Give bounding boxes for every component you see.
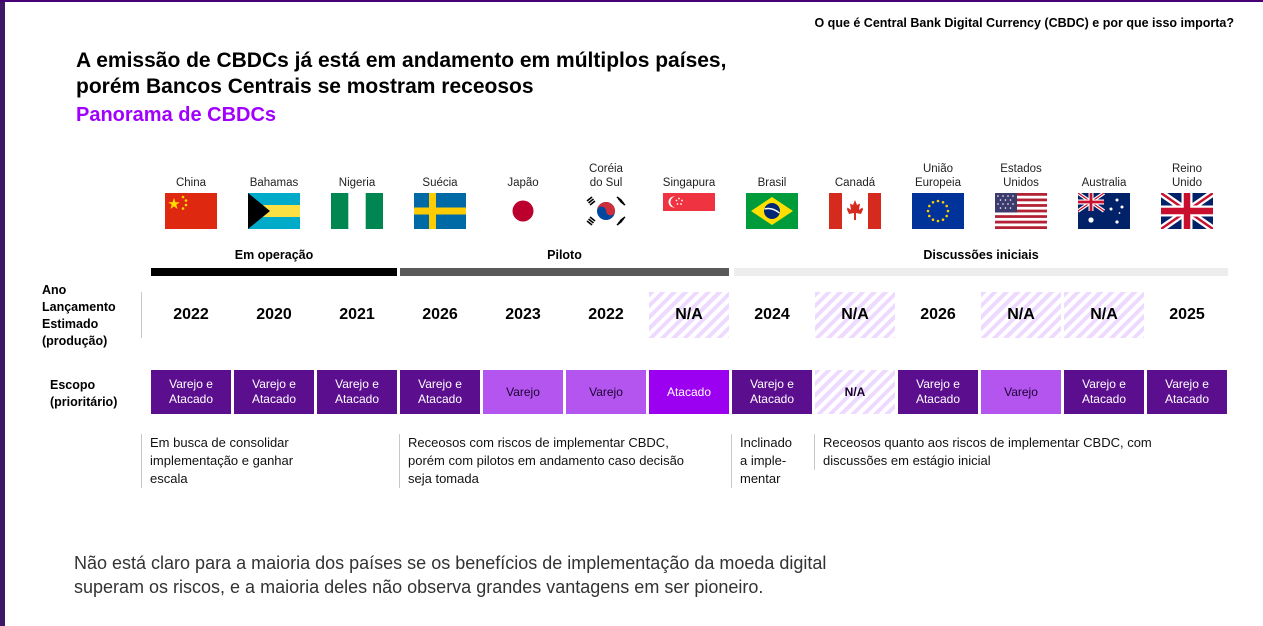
row-label-ano-lancamento: Ano Lançamento Estimado (produção) [42, 283, 116, 348]
country-name-australia: Australia [1081, 177, 1127, 189]
year-estados-unidos: N/A [981, 292, 1061, 338]
year-brasil: 2024 [754, 306, 790, 323]
country-name-brasil: Brasil [757, 177, 787, 189]
country-name-reino-unido: Reino Unido [1171, 163, 1203, 189]
united-kingdom-flag-icon [1161, 193, 1213, 229]
scope-china: Varejo e Atacado [151, 370, 231, 414]
australia-flag-icon [1078, 193, 1130, 229]
scope-singapura: Atacado [649, 370, 729, 414]
singapore-flag-icon [663, 193, 715, 229]
bahamas-flag-icon [248, 193, 300, 229]
page-title: A emissão de CBDCs já está em andamento … [76, 48, 836, 100]
title-line-2: porém Bancos Centrais se mostram receoso… [76, 75, 534, 98]
scope-canada: N/A [815, 370, 895, 414]
united-states-flag-icon [995, 193, 1047, 229]
scope-uniao-europeia: Varejo e Atacado [898, 370, 978, 414]
year-row-divider [141, 292, 142, 338]
scope-nigeria: Varejo e Atacado [317, 370, 397, 414]
scope-coreia: Varejo [566, 370, 646, 414]
section-subtitle: Panorama de CBDCs [76, 104, 277, 126]
country-name-japao: Japão [507, 177, 539, 189]
title-line-1: A emissão de CBDCs já está em andamento … [76, 49, 727, 72]
footer-text: Não está claro para a maioria dos países… [74, 551, 934, 599]
stage-label-piloto: Piloto [547, 248, 582, 262]
scope-brasil: Varejo e Atacado [732, 370, 812, 414]
european-union-flag-icon [912, 193, 964, 229]
country-name-singapura: Singapura [662, 177, 716, 189]
stage-bar-em-operacao [151, 268, 397, 276]
year-reino-unido: 2025 [1169, 306, 1205, 323]
scope-bahamas: Varejo e Atacado [234, 370, 314, 414]
country-name-coreia: Coréia do Sul [589, 163, 623, 189]
brazil-flag-icon [746, 193, 798, 229]
year-bahamas: 2020 [256, 306, 292, 323]
country-name-uniao-europeia: União Europeia [914, 163, 962, 189]
scope-australia: Varejo e Atacado [1064, 370, 1144, 414]
note-piloto: Receosos com riscos de implementar CBDC,… [399, 434, 728, 488]
year-singapura: N/A [649, 292, 729, 338]
year-china: 2022 [173, 306, 209, 323]
japan-flag-icon [497, 193, 549, 229]
stage-label-discussoes: Discussões iniciais [923, 248, 1039, 262]
page-header: O que é Central Bank Digital Currency (C… [814, 16, 1234, 30]
scope-suecia: Varejo e Atacado [400, 370, 480, 414]
year-australia: N/A [1064, 292, 1144, 338]
south-korea-flag-icon [580, 193, 632, 229]
stage-bar-piloto [400, 268, 729, 276]
top-accent-line [0, 0, 1263, 2]
scope-reino-unido: Varejo e Atacado [1147, 370, 1227, 414]
scope-japao: Varejo [483, 370, 563, 414]
row-label-escopo: Escopo (prioritário) [50, 378, 118, 409]
year-coreia: 2022 [588, 306, 624, 323]
country-name-suecia: Suécia [422, 177, 458, 189]
china-flag-icon [165, 193, 217, 229]
nigeria-flag-icon [331, 193, 383, 229]
scope-estados-unidos: Varejo [981, 370, 1061, 414]
sweden-flag-icon [414, 193, 466, 229]
stage-label-em-operacao: Em operação [234, 248, 314, 262]
country-name-bahamas: Bahamas [249, 177, 299, 189]
left-accent-bar [0, 0, 5, 626]
note-discussoes: Receosos quanto aos riscos de implementa… [814, 434, 1223, 470]
country-name-estados-unidos: Estados Unidos [1000, 163, 1042, 189]
year-suecia: 2026 [422, 306, 458, 323]
year-uniao-europeia: 2026 [920, 306, 956, 323]
footer-line-1: Não está claro para a maioria dos países… [74, 553, 827, 573]
year-nigeria: 2021 [339, 306, 375, 323]
country-name-nigeria: Nigeria [338, 177, 376, 189]
country-name-china: China [175, 177, 207, 189]
stage-bar-discussoes [734, 268, 1228, 276]
year-japao: 2023 [505, 306, 541, 323]
year-canada: N/A [815, 292, 895, 338]
canada-flag-icon [829, 193, 881, 229]
note-em-operacao: Em busca de consolidar implementação e g… [141, 434, 390, 488]
country-name-canada: Canadá [834, 177, 876, 189]
footer-line-2: superam os riscos, e a maioria deles não… [74, 577, 764, 597]
note-brasil: Inclinado a imple- mentar [731, 434, 810, 488]
